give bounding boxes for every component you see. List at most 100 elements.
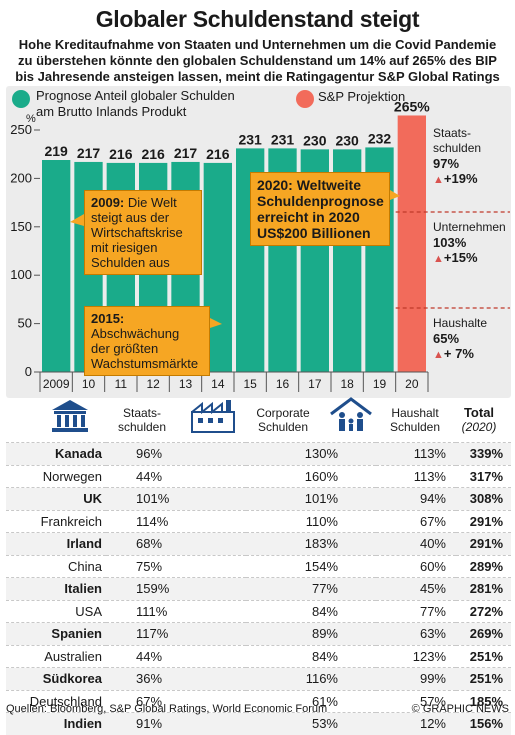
table-row: Norwegen 44% 160% 113% 317% bbox=[6, 464, 511, 488]
table-row: Kanada 96% 130% 113% 339% bbox=[6, 442, 511, 465]
callout-2009: 2009: Die Welt steigt aus der Wirtschaft… bbox=[84, 190, 202, 275]
total-cell: 339% bbox=[456, 442, 511, 465]
bank-icon bbox=[52, 400, 88, 432]
factory-icon bbox=[191, 400, 235, 433]
page-title: Globaler Schuldenstand steigt bbox=[95, 6, 420, 32]
country-cell: Südkorea bbox=[6, 667, 106, 690]
household-debt-cell: 12% bbox=[376, 712, 456, 735]
household-debt-cell: 99% bbox=[376, 667, 456, 690]
household-debt-cell: 63% bbox=[376, 622, 456, 645]
corp-debt-cell: 77% bbox=[246, 577, 376, 600]
corp-debt-cell: 61% bbox=[246, 689, 376, 713]
household-debt-cell: 113% bbox=[376, 442, 456, 465]
household-debt-cell: 40% bbox=[376, 532, 456, 555]
gov-debt-cell: 159% bbox=[106, 577, 246, 600]
corp-debt-cell: 101% bbox=[246, 487, 376, 510]
total-cell: 281% bbox=[456, 577, 511, 600]
corp-debt-cell: 89% bbox=[246, 622, 376, 645]
country-cell: Kanada bbox=[6, 442, 106, 465]
country-cell: Indien bbox=[6, 712, 106, 735]
total-cell: 185% bbox=[456, 689, 511, 713]
country-cell: Norwegen bbox=[6, 464, 106, 488]
corp-debt-cell: 84% bbox=[246, 599, 376, 623]
total-cell: 251% bbox=[456, 644, 511, 668]
gov-debt-cell: 44% bbox=[106, 644, 246, 668]
gov-debt-cell: 44% bbox=[106, 464, 246, 488]
table-row: Deutschland 67% 61% 57% 185% bbox=[6, 689, 511, 713]
total-cell: 272% bbox=[456, 599, 511, 623]
total-cell: 251% bbox=[456, 667, 511, 690]
corp-debt-cell: 154% bbox=[246, 554, 376, 578]
total-cell: 269% bbox=[456, 622, 511, 645]
callout-2020: 2020: Weltweite Schuldenprognose erreich… bbox=[250, 172, 390, 246]
total-cell: 291% bbox=[456, 509, 511, 533]
gov-debt-cell: 117% bbox=[106, 622, 246, 645]
gov-debt-cell: 36% bbox=[106, 667, 246, 690]
forecast-legend-swatch bbox=[12, 90, 30, 108]
table-row: UK 101% 101% 94% 308% bbox=[6, 487, 511, 510]
country-cell: USA bbox=[6, 599, 106, 623]
subtitle-line-1: Hohe Kreditaufnahme von Staaten und Unte… bbox=[18, 37, 497, 52]
subtitle-line-3: bis Jahresende ansteigen lassen, meint d… bbox=[15, 69, 500, 84]
corp-debt-cell: 110% bbox=[246, 509, 376, 533]
projection-corp-debt: Unternehmen 103% ▲+15% bbox=[433, 220, 506, 265]
credit-text: © GRAPHIC NEWS bbox=[411, 703, 509, 715]
up-triangle-icon: ▲ bbox=[433, 349, 444, 361]
table-row: China 75% 154% 60% 289% bbox=[6, 554, 511, 578]
up-triangle-icon: ▲ bbox=[433, 174, 444, 186]
household-debt-cell: 77% bbox=[376, 599, 456, 623]
table-row: Australien 44% 84% 123% 251% bbox=[6, 644, 511, 668]
corp-debt-cell: 130% bbox=[246, 442, 376, 465]
projection-gov-debt: Staats- schulden 97% ▲+19% bbox=[433, 126, 482, 186]
callout-2015: 2015: Abschwächung der größten Wachstums… bbox=[84, 306, 210, 376]
country-cell: China bbox=[6, 554, 106, 578]
header-total: Total (2020) bbox=[461, 405, 497, 435]
gov-debt-cell: 67% bbox=[106, 689, 246, 713]
table-row: Frankreich 114% 110% 67% 291% bbox=[6, 509, 511, 533]
up-triangle-icon: ▲ bbox=[433, 253, 444, 265]
country-cell: Frankreich bbox=[6, 509, 106, 533]
country-cell: Irland bbox=[6, 532, 106, 555]
table-row: Indien 91% 53% 12% 156% bbox=[6, 712, 511, 735]
gov-debt-cell: 114% bbox=[106, 509, 246, 533]
gov-debt-cell: 91% bbox=[106, 712, 246, 735]
projection-legend-label: S&P Projektion bbox=[318, 89, 406, 104]
gov-debt-cell: 75% bbox=[106, 554, 246, 578]
household-debt-cell: 94% bbox=[376, 487, 456, 510]
household-debt-cell: 67% bbox=[376, 509, 456, 533]
table-row: Südkorea 36% 116% 99% 251% bbox=[6, 667, 511, 690]
footer: Quellen: Bloomberg, S&P Global Ratings, … bbox=[6, 703, 509, 715]
total-cell: 308% bbox=[456, 487, 511, 510]
country-debt-table: Kanada 96% 130% 113% 339% Norwegen 44% 160% 113%… bbox=[6, 442, 511, 735]
header-household-debt: Haushalt Schulden bbox=[389, 406, 441, 434]
table-row: Irland 68% 183% 40% 291% bbox=[6, 532, 511, 555]
table-row: USA 111% 84% 77% 272% bbox=[6, 599, 511, 623]
household-debt-cell: 57% bbox=[376, 689, 456, 713]
corp-debt-cell: 160% bbox=[246, 464, 376, 488]
country-cell: Deutschland bbox=[6, 689, 106, 713]
header-gov-debt: Staats-schulden bbox=[117, 406, 167, 434]
gov-debt-cell: 111% bbox=[106, 599, 246, 623]
country-cell: Australien bbox=[6, 644, 106, 668]
projection-household-debt: Haushalte 65% ▲+ 7% bbox=[433, 316, 488, 361]
household-debt-cell: 123% bbox=[376, 644, 456, 668]
header-corp-debt: Corporate Schulden bbox=[256, 406, 310, 434]
corp-debt-cell: 183% bbox=[246, 532, 376, 555]
sources-text: Quellen: Bloomberg, S&P Global Ratings, … bbox=[6, 703, 328, 715]
total-cell: 291% bbox=[456, 532, 511, 555]
country-cell: Spanien bbox=[6, 622, 106, 645]
gov-debt-cell: 101% bbox=[106, 487, 246, 510]
gov-debt-cell: 68% bbox=[106, 532, 246, 555]
total-cell: 317% bbox=[456, 464, 511, 488]
household-debt-cell: 113% bbox=[376, 464, 456, 488]
household-debt-cell: 60% bbox=[376, 554, 456, 578]
household-debt-cell: 45% bbox=[376, 577, 456, 600]
corp-debt-cell: 53% bbox=[246, 712, 376, 735]
total-cell: 156% bbox=[456, 712, 511, 735]
subtitle-line-2: zu überstehen könnte den globalen Schuld… bbox=[18, 53, 497, 68]
country-cell: UK bbox=[6, 487, 106, 510]
corp-debt-cell: 84% bbox=[246, 644, 376, 668]
total-cell: 289% bbox=[456, 554, 511, 578]
table-row: Spanien 117% 89% 63% 269% bbox=[6, 622, 511, 645]
family-house-icon bbox=[330, 397, 372, 431]
